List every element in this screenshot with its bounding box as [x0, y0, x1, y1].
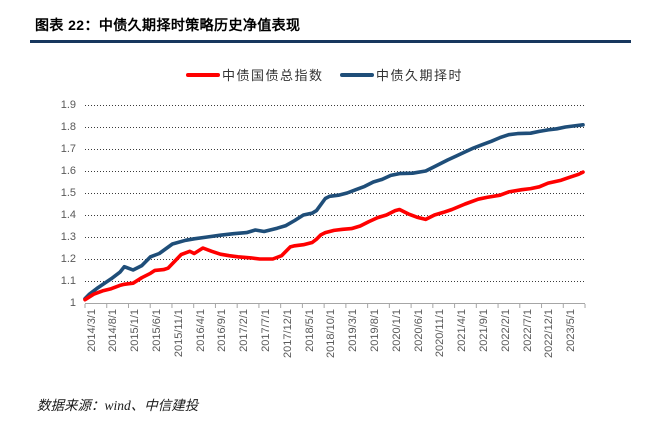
- x-axis-tick-label-text: 2020/6/1: [412, 309, 425, 352]
- legend-label-treasury-index: 中债国债总指数: [222, 68, 324, 83]
- x-axis-tick-label-text: 2015/11/1: [172, 309, 185, 358]
- x-axis-tick-label-text: 2015/1/1: [129, 309, 142, 352]
- x-axis-tick-label-text: 2014/3/1: [85, 309, 98, 352]
- x-axis-tick-label-text: 2019/8/1: [368, 309, 381, 352]
- x-axis-tick-label-text: 2022/12/1: [543, 309, 556, 358]
- y-axis-tick-label: 1.5: [60, 187, 76, 199]
- series-line-treasury-index: [83, 170, 585, 302]
- figure-title: 图表 22：中债久期择时策略历史净值表现: [35, 17, 301, 33]
- x-axis-tick-label-text: 2021/4/1: [456, 309, 469, 352]
- y-axis-tick-label: 1.1: [60, 275, 76, 287]
- y-axis-tick-label: 1.6: [60, 165, 76, 177]
- legend-line-sample-red: [186, 73, 220, 77]
- x-axis-tick-label-text: 2017/12/1: [281, 309, 294, 358]
- x-axis-tick-label-text: 2017/2/1: [238, 309, 251, 352]
- y-axis-tick-label: 1.4: [60, 209, 76, 221]
- y-axis-tick-label: 1.2: [60, 253, 76, 265]
- y-axis-tick-label: 1.8: [60, 121, 76, 133]
- x-axis-tick-label-text: 2016/4/1: [194, 309, 207, 352]
- x-axis-tick-label-text: 2018/10/1: [325, 309, 338, 358]
- x-axis-tick-label-text: 2020/11/1: [434, 309, 447, 358]
- x-axis-tick-label-text: 2016/9/1: [216, 309, 229, 352]
- y-axis-tick-label: 1.7: [60, 143, 76, 155]
- x-axis-tick-label-text: 2022/7/1: [521, 309, 534, 352]
- x-axis-tick-label-text: 2020/1/1: [390, 309, 403, 352]
- x-axis-tick-label-text: 2023/5/1: [565, 309, 578, 352]
- chart-legend: 中债国债总指数 中债久期择时: [0, 64, 661, 88]
- x-axis-tick-label-text: 2015/6/1: [150, 309, 163, 352]
- x-axis-tick-label-text: 2014/8/1: [107, 309, 120, 352]
- x-axis-tick-label-text: 2017/7/1: [259, 309, 272, 352]
- title-underline: [30, 40, 631, 43]
- legend-label-duration-timing: 中债久期择时: [376, 68, 464, 83]
- series-line-duration-timing: [83, 123, 585, 301]
- x-axis-tick-label-text: 2018/5/1: [303, 309, 316, 352]
- data-source-note: 数据来源：wind、中信建投: [37, 398, 199, 413]
- x-axis-tick-label-text: 2019/3/1: [347, 309, 360, 352]
- y-axis-tick-label: 1: [69, 297, 76, 309]
- y-axis-tick-label: 1.3: [60, 231, 76, 243]
- y-axis-tick-label: 1.9: [60, 99, 76, 111]
- x-axis-tick-label-text: 2021/9/1: [477, 309, 490, 352]
- x-axis-tick-label-text: 2022/2/1: [499, 309, 512, 352]
- legend-line-sample-blue: [340, 73, 374, 77]
